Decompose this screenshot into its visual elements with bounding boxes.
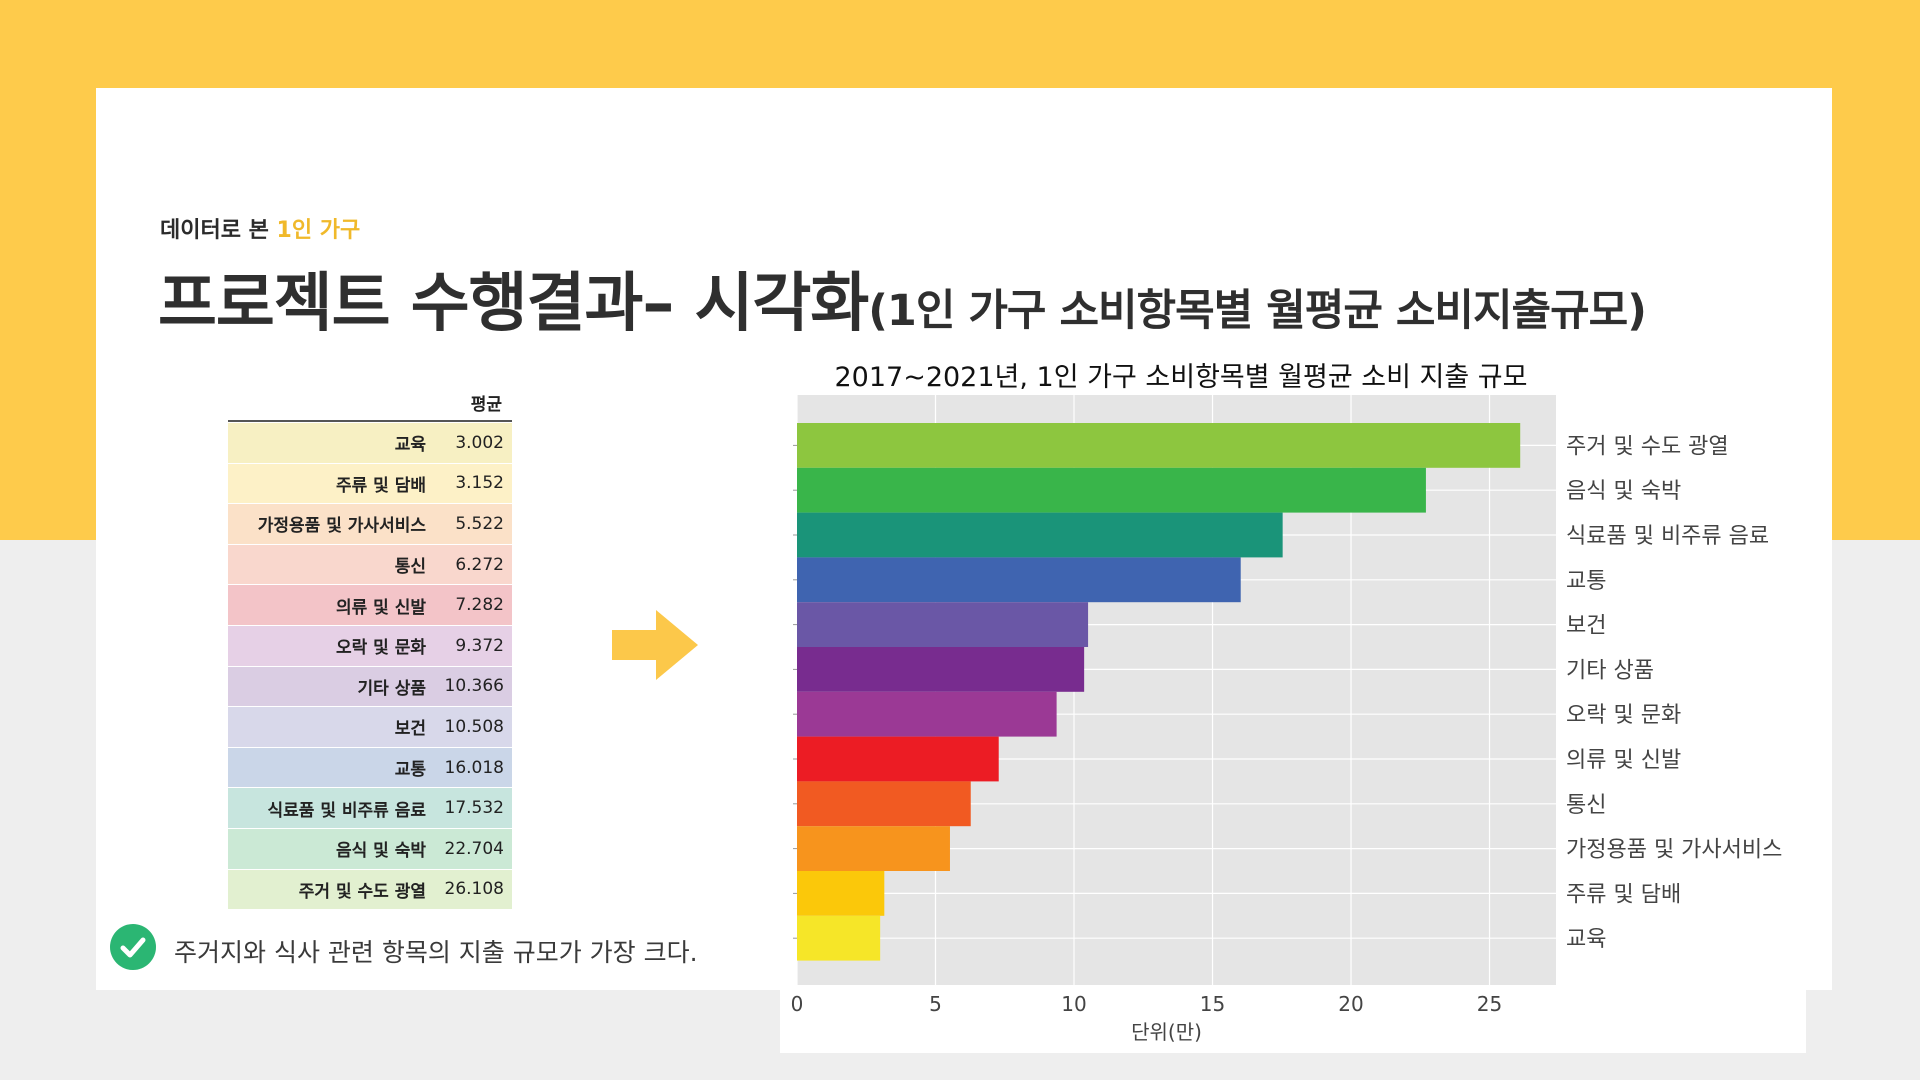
x-tick-label: 5 [929,992,942,1016]
table-row: 통신 6.272 [228,544,512,586]
table-row-label: 의류 및 신발 [335,597,426,618]
bar [797,423,1521,468]
category-label: 기타 상품 [1566,658,1654,683]
table-header: 평균 [228,390,512,420]
category-label: 보건 [1566,614,1606,639]
table-row: 주거 및 수도 광열 26.108 [228,869,512,911]
table-row-label: 기타 상품 [357,678,426,699]
subtitle-prefix: 데이터로 본 [160,218,269,243]
title-parenthetical: (1인 가구 소비항목별 월평균 소비지출규모) [868,286,1647,336]
category-label: 교통 [1566,569,1606,594]
page-title: 프로젝트 수행결과– 시각화(1인 가구 소비항목별 월평균 소비지출규모) [158,252,1647,344]
section-subtitle: 데이터로 본 1인 가구 [160,212,360,244]
table-row: 오락 및 문화 9.372 [228,625,512,667]
bar [797,736,999,782]
x-tick-label: 0 [791,992,804,1016]
bar [797,647,1085,692]
title-main: 프로젝트 수행결과– 시각화 [158,267,869,341]
bar [797,871,885,916]
table-row-label: 음식 및 숙박 [335,841,426,862]
table-row-label: 주류 및 담배 [335,475,426,496]
table-row-value: 26.108 [444,879,504,900]
category-label: 교육 [1566,927,1606,952]
category-label: 주류 및 담배 [1566,882,1681,907]
table-row-label: 오락 및 문화 [335,638,426,659]
bar [797,467,1426,513]
table-row: 식료품 및 비주류 음료 17.532 [228,788,512,829]
table-column-header: 평균 [470,395,502,415]
table-row-value: 16.018 [444,757,504,778]
check-circle-icon [110,924,156,970]
bar [797,557,1241,603]
bar [797,915,881,961]
table-row-label: 통신 [394,557,426,578]
subtitle-highlight: 1인 가구 [276,218,361,243]
x-tick-label: 10 [1061,992,1086,1016]
table-row: 교육 3.002 [228,423,512,464]
table-row-label: 식료품 및 비주류 음료 [267,800,426,821]
table-row-value: 10.508 [444,716,504,737]
table-row: 주류 및 담배 3.152 [228,463,512,505]
table-row: 기타 상품 10.366 [228,666,512,708]
bar [797,512,1283,558]
chart-title: 2017~2021년, 1인 가구 소비항목별 월평균 소비 지출 규모 [834,362,1528,393]
category-label: 식료품 및 비주류 음료 [1566,524,1769,549]
table-row-value: 10.366 [444,676,504,697]
table-row-value: 5.522 [455,513,504,534]
note-text: 주거지와 식사 관련 항목의 지출 규모가 가장 크다. [174,938,698,967]
x-tick-label: 15 [1200,992,1225,1016]
category-label: 의류 및 신발 [1566,748,1681,773]
table-row-value: 22.704 [444,838,504,859]
table-row-label: 주거 및 수도 광열 [298,881,426,902]
category-label: 가정용품 및 가사서비스 [1566,838,1782,863]
bar [797,781,971,827]
x-tick-label: 20 [1338,992,1363,1016]
bar [797,691,1057,737]
table-row-value: 3.152 [455,473,504,494]
table-row-label: 교통 [394,760,426,781]
table-row: 음식 및 숙박 22.704 [228,828,512,870]
bar [797,602,1089,647]
table-header-rule [228,420,512,422]
right-arrow-icon [612,610,698,680]
table-row-label: 보건 [394,719,426,740]
table-row-value: 6.272 [455,554,504,575]
category-label: 통신 [1566,793,1606,818]
table-row-label: 교육 [394,435,426,456]
x-tick-label: 25 [1477,992,1502,1016]
table-row-value: 3.002 [455,432,504,453]
category-label: 오락 및 문화 [1566,703,1681,728]
table-row: 의류 및 신발 7.282 [228,585,512,626]
category-label: 음식 및 숙박 [1566,479,1681,504]
table-row: 보건 10.508 [228,707,512,748]
table-row-label: 가정용품 및 가사서비스 [257,516,426,537]
category-label: 주거 및 수도 광열 [1566,434,1729,459]
table-row-value: 17.532 [444,798,504,819]
table-row-value: 9.372 [455,635,504,656]
average-table: 교육 3.002 주류 및 담배 3.152 가정용품 및 가사서비스 5.522 통신 6.… [228,423,512,911]
bar [797,826,950,871]
table-row: 교통 16.018 [228,747,512,789]
table-row: 가정용품 및 가사서비스 5.522 [228,504,512,545]
table-row-value: 7.282 [455,595,504,616]
x-axis-label: 단위(만) [1131,1020,1202,1044]
